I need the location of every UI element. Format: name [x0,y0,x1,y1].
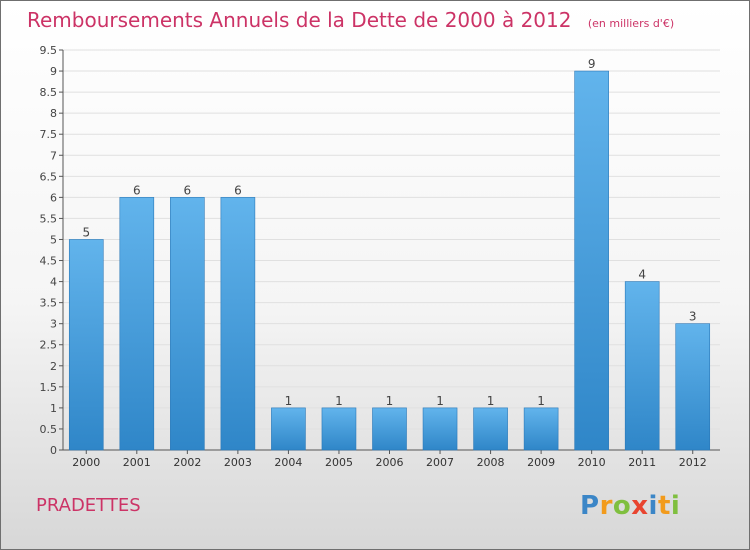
y-tick-label: 7.5 [40,128,58,141]
y-tick-label: 1.5 [40,381,58,394]
x-tick-label: 2005 [325,456,353,469]
bar-2002 [170,197,205,451]
y-tick-label: 5.5 [40,212,58,225]
logo-letter: x [631,491,649,521]
data-label: 1 [285,394,293,408]
logo-letter: t [657,491,671,521]
x-tick-label: 2003 [224,456,252,469]
x-tick-label: 2010 [578,456,606,469]
x-tick-label: 2009 [527,456,555,469]
y-tick-label: 5 [50,233,57,246]
x-tick-label: 2000 [72,456,100,469]
bar-2010 [574,70,609,451]
bar-2005 [321,407,357,451]
logo-letter: r [599,491,613,521]
y-tick-label: 0.5 [40,423,58,436]
bar-2006 [372,407,407,451]
y-tick-label: 8 [50,107,57,120]
bar-2007 [422,407,458,451]
y-tick-label: 8.5 [40,86,58,99]
x-tick-label: 2001 [123,456,151,469]
y-tick-label: 0 [50,444,57,457]
y-tick-label: 3 [50,318,57,331]
y-tick-label: 7 [50,149,57,162]
logo-letter: i [670,491,681,521]
y-tick-label: 3.5 [40,297,58,310]
data-label: 6 [133,183,141,197]
logo-letter: o [612,491,632,521]
x-tick-label: 2006 [376,456,404,469]
bar-2001 [119,197,155,451]
logo-letter: i [648,491,658,521]
data-label: 1 [386,394,394,408]
bar-2009 [523,407,559,451]
y-tick-label: 2.5 [40,339,58,352]
data-label: 1 [335,394,343,408]
bar-2003 [220,197,256,451]
data-label: 4 [638,268,646,282]
data-label: 5 [82,225,90,239]
y-tick-label: 9 [50,65,57,78]
data-label: 9 [588,57,596,71]
data-label: 3 [689,310,697,324]
bar-2008 [473,407,508,451]
x-tick-label: 2011 [628,456,656,469]
chart-unit-label: (en milliers d'€) [587,17,675,30]
bar-2004 [271,407,306,451]
bar-layer [68,70,711,451]
data-label: 1 [537,394,545,408]
logo-letter: P [580,491,600,521]
proxiti-logo: Proxiti [580,490,680,522]
y-tick-label: 4.5 [40,255,58,268]
y-tick-label: 6.5 [40,170,58,183]
bar-2000 [68,239,104,451]
chart-title: Remboursements Annuels de la Dette de 20… [27,8,572,32]
y-tick-label: 4 [50,276,57,289]
grid-layer [63,49,720,451]
y-tick-label: 6 [50,191,57,204]
x-tick-label: 2007 [426,456,454,469]
y-tick-label: 1 [50,402,57,415]
chart-title-block: Remboursements Annuels de la Dette de 20… [27,6,674,38]
bar-2012 [675,323,711,451]
data-label: 6 [184,183,192,197]
data-label: 1 [487,394,495,408]
data-label: 6 [234,183,242,197]
x-tick-label: 2002 [173,456,201,469]
label-layer: 5 6 6 6 1 1 1 1 1 1 9 4 3 [82,57,696,408]
place-name: PRADETTES [36,495,141,516]
data-label: 1 [436,394,444,408]
x-tick-label: 2012 [679,456,707,469]
bar-2011 [624,281,660,451]
y-tick-label: 2 [50,360,57,373]
x-tick-label: 2008 [477,456,505,469]
y-tick-label: 9.5 [40,44,58,57]
x-tick-label: 2004 [274,456,302,469]
